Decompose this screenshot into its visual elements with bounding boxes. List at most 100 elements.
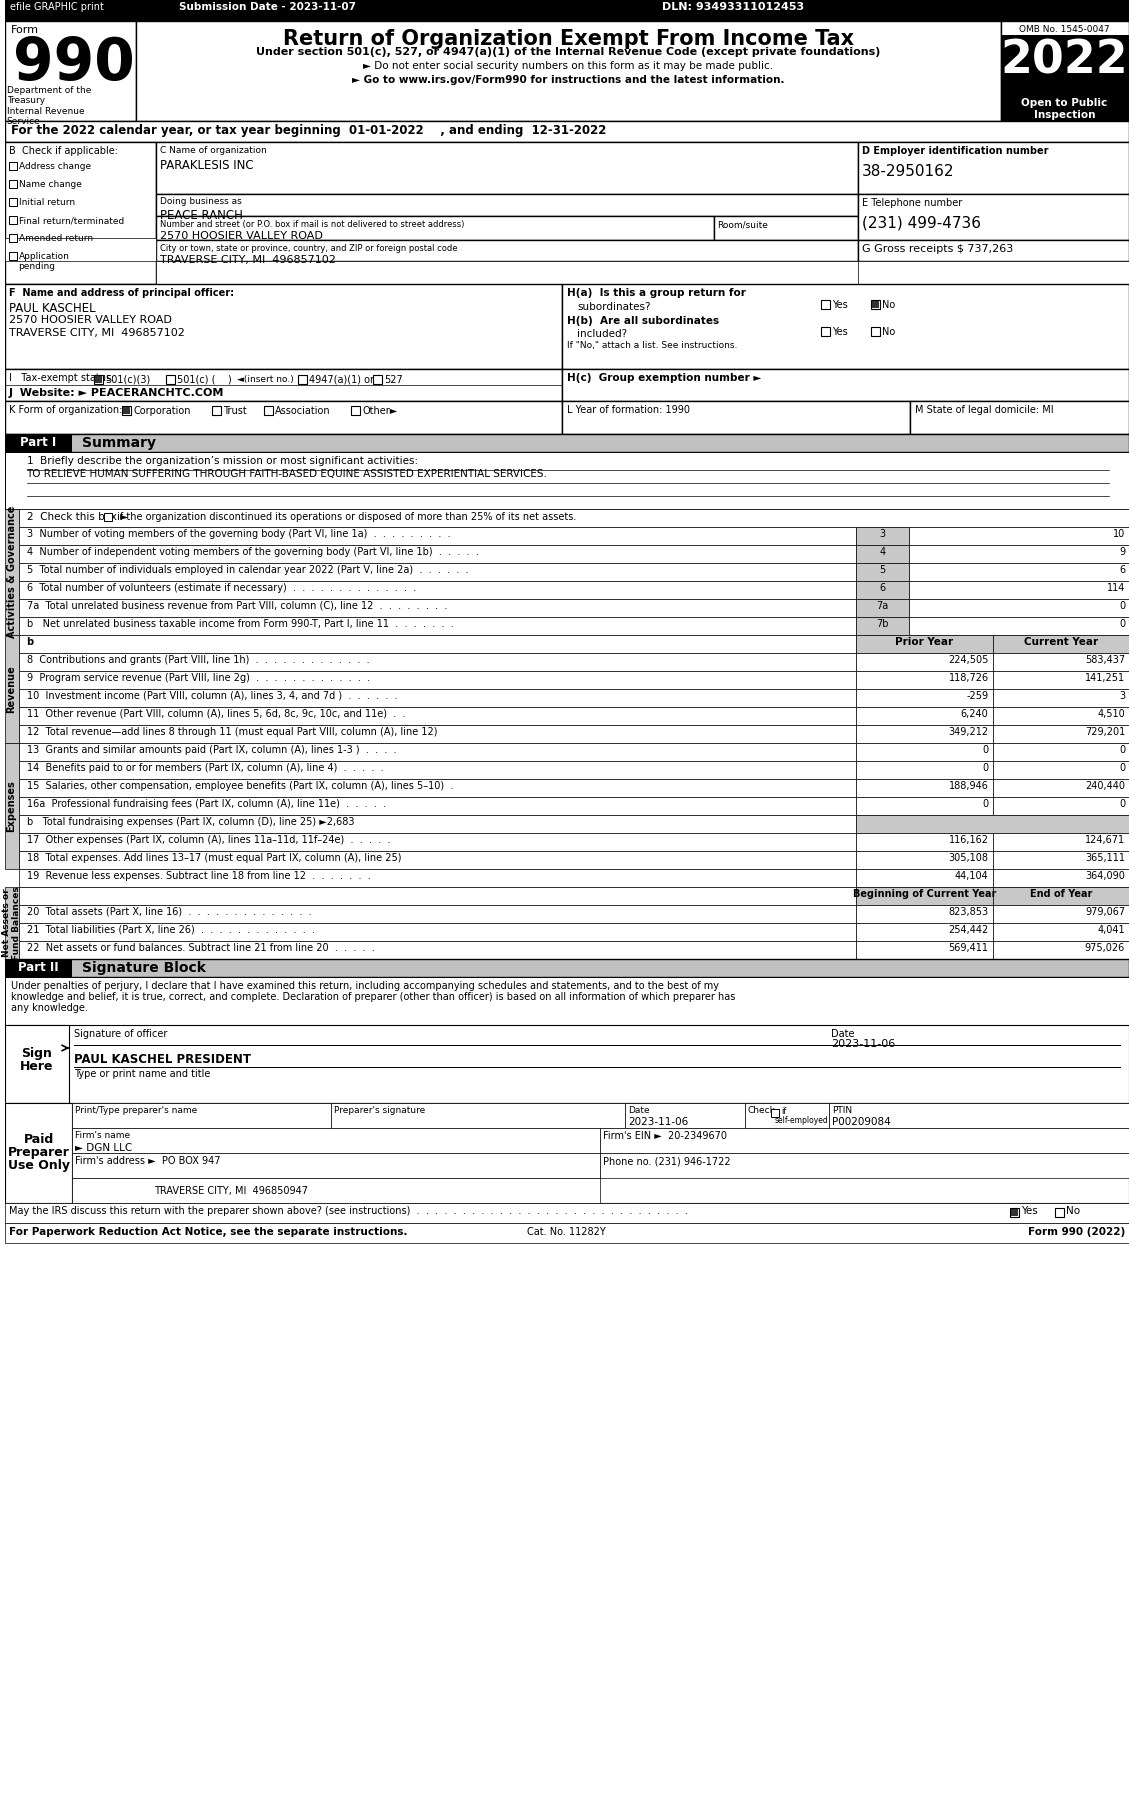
Text: 2  Check this box ►: 2 Check this box ►	[27, 512, 128, 522]
Text: Yes: Yes	[1022, 1206, 1039, 1215]
Bar	[856, 814, 1129, 833]
Text: 9  Program service revenue (Part VIII, line 2g)  .  .  .  .  .  .  .  .  .  .  .: 9 Program service revenue (Part VIII, li…	[27, 673, 369, 684]
Bar	[5, 238, 156, 261]
Bar	[858, 239, 1129, 261]
Text: Trust: Trust	[222, 406, 246, 415]
Bar	[909, 544, 1129, 562]
Text: G Gross receipts $ 737,263: G Gross receipts $ 737,263	[863, 245, 1014, 254]
Bar	[18, 689, 856, 707]
Bar	[5, 1103, 1129, 1203]
Bar	[5, 0, 1129, 22]
Text: PARAKLESIS INC: PARAKLESIS INC	[160, 160, 254, 172]
Text: Return of Organization Exempt From Income Tax: Return of Organization Exempt From Incom…	[282, 29, 854, 49]
Text: TRAVERSE CITY, MI  496850947: TRAVERSE CITY, MI 496850947	[154, 1186, 308, 1195]
Text: 7b: 7b	[876, 619, 889, 629]
Text: Association: Association	[274, 406, 330, 415]
Bar	[166, 375, 175, 385]
Text: ► DGN LLC: ► DGN LLC	[76, 1143, 132, 1154]
Text: Check: Check	[747, 1107, 776, 1116]
Bar	[5, 141, 156, 285]
Bar	[829, 1103, 1129, 1128]
Bar	[821, 299, 830, 308]
Text: Signature Block: Signature Block	[82, 961, 207, 974]
Bar	[18, 796, 856, 814]
Bar	[992, 707, 1129, 726]
Text: 7a  Total unrelated business revenue from Part VIII, column (C), line 12  .  .  : 7a Total unrelated business revenue from…	[27, 600, 447, 611]
Bar	[992, 941, 1129, 960]
Text: 44,104: 44,104	[955, 871, 989, 882]
Bar	[18, 869, 856, 887]
Text: For Paperwork Reduction Act Notice, see the separate instructions.: For Paperwork Reduction Act Notice, see …	[9, 1226, 408, 1237]
Text: Yes: Yes	[832, 299, 848, 310]
Text: PAUL KASCHEL PRESIDENT: PAUL KASCHEL PRESIDENT	[75, 1052, 252, 1067]
Bar	[771, 1108, 779, 1117]
Text: 0: 0	[1119, 764, 1124, 773]
Text: Paid: Paid	[24, 1134, 54, 1146]
Bar	[5, 368, 562, 401]
Text: 4  Number of independent voting members of the governing body (Part VI, line 1b): 4 Number of independent voting members o…	[27, 548, 479, 557]
Bar	[156, 261, 1009, 285]
Text: if the organization discontinued its operations or disposed of more than 25% of : if the organization discontinued its ope…	[114, 512, 577, 522]
Bar	[18, 923, 856, 941]
Bar	[872, 327, 879, 336]
Text: TRAVERSE CITY, MI  496857102: TRAVERSE CITY, MI 496857102	[160, 256, 336, 265]
Bar	[992, 833, 1129, 851]
Text: (231) 499-4736: (231) 499-4736	[863, 216, 981, 230]
Text: 6  Total number of volunteers (estimate if necessary)  .  .  .  .  .  .  .  .  .: 6 Total number of volunteers (estimate i…	[27, 582, 415, 593]
Bar	[298, 375, 307, 385]
Text: 240,440: 240,440	[1085, 782, 1124, 791]
Text: 501(c) (    ): 501(c) ( )	[177, 375, 231, 385]
Text: Doing business as: Doing business as	[160, 198, 242, 207]
Bar	[856, 796, 992, 814]
Text: TO RELIEVE HUMAN SUFFERING THROUGH FAITH-BASED EQUINE ASSISTED EXPERIENTIAL SERV: TO RELIEVE HUMAN SUFFERING THROUGH FAITH…	[27, 470, 548, 479]
Bar	[909, 562, 1129, 580]
Bar	[856, 869, 992, 887]
Bar	[856, 689, 992, 707]
Bar	[72, 1154, 601, 1177]
Text: 15  Salaries, other compensation, employee benefits (Part IX, column (A), lines : 15 Salaries, other compensation, employe…	[27, 782, 453, 791]
Text: 124,671: 124,671	[1085, 834, 1124, 845]
Text: H(a)  Is this a group return for: H(a) Is this a group return for	[568, 288, 746, 297]
Bar	[872, 301, 879, 308]
Bar	[562, 368, 1129, 401]
Bar	[1010, 1208, 1019, 1217]
Bar	[992, 726, 1129, 744]
Text: 2023-11-06: 2023-11-06	[628, 1117, 689, 1126]
Text: D Employer identification number: D Employer identification number	[863, 145, 1049, 156]
Bar	[5, 1025, 1129, 1103]
Text: 38-2950162: 38-2950162	[863, 163, 955, 180]
Bar	[909, 599, 1129, 617]
Text: No: No	[882, 299, 895, 310]
Bar	[858, 261, 1129, 285]
Text: Part I: Part I	[20, 435, 56, 450]
Bar	[9, 234, 17, 241]
Text: Form: Form	[10, 25, 38, 34]
Text: 0: 0	[982, 798, 989, 809]
Bar	[18, 941, 856, 960]
Text: E Telephone number: E Telephone number	[863, 198, 962, 209]
Bar	[856, 778, 992, 796]
Text: ► Do not enter social security numbers on this form as it may be made public.: ► Do not enter social security numbers o…	[364, 62, 773, 71]
Bar	[18, 653, 856, 671]
Text: Firm's name: Firm's name	[76, 1130, 131, 1139]
Bar	[5, 22, 137, 122]
Text: If "No," attach a list. See instructions.: If "No," attach a list. See instructions…	[568, 341, 737, 350]
Bar	[992, 762, 1129, 778]
Text: 364,090: 364,090	[1085, 871, 1124, 882]
Bar	[9, 161, 17, 171]
Bar	[373, 375, 382, 385]
Text: efile GRAPHIC print: efile GRAPHIC print	[10, 2, 104, 13]
Text: J  Website: ► PEACERANCHTC.COM: J Website: ► PEACERANCHTC.COM	[9, 388, 224, 397]
Bar	[858, 141, 1129, 194]
Text: Firm's address ►  PO BOX 947: Firm's address ► PO BOX 947	[76, 1156, 221, 1166]
Text: Form 990 (2022): Form 990 (2022)	[1027, 1226, 1124, 1237]
Text: Address change: Address change	[18, 161, 90, 171]
Bar	[856, 617, 909, 635]
Bar	[562, 401, 910, 434]
Bar	[856, 653, 992, 671]
Bar	[5, 887, 18, 960]
Bar	[18, 726, 856, 744]
Bar	[18, 580, 856, 599]
Bar	[909, 580, 1129, 599]
Text: 527: 527	[384, 375, 403, 385]
